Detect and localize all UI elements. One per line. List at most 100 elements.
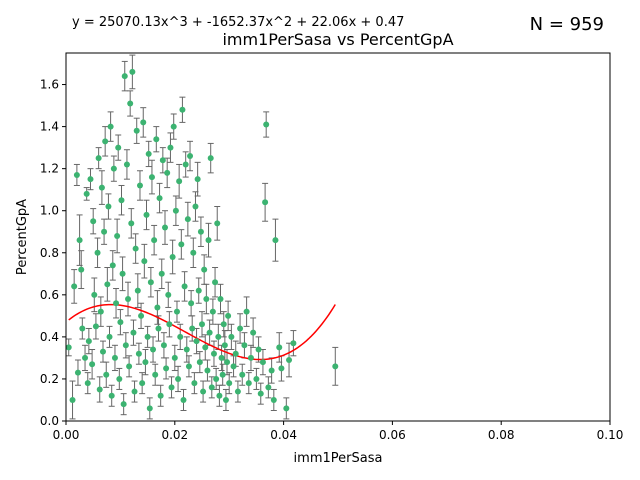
data-point	[224, 359, 231, 366]
x-tick-label: 0.00	[53, 428, 80, 442]
data-point	[163, 365, 170, 372]
data-point	[148, 174, 155, 181]
data-point	[158, 270, 165, 277]
data-point	[135, 350, 142, 357]
data-point	[97, 308, 104, 315]
data-point	[247, 354, 254, 361]
data-point	[120, 401, 127, 408]
data-point	[113, 300, 120, 307]
data-point	[194, 176, 201, 183]
data-point	[215, 333, 222, 340]
data-point	[232, 350, 239, 357]
data-point	[99, 348, 106, 355]
data-point	[208, 384, 215, 391]
data-point	[332, 363, 339, 370]
fit-equation: y = 25070.13x^3 + -1652.37x^2 + 22.06x +…	[72, 15, 404, 30]
data-point	[129, 68, 136, 75]
data-point	[105, 203, 112, 210]
data-point	[125, 296, 132, 303]
data-point	[259, 359, 266, 366]
data-point	[131, 388, 138, 395]
data-point	[139, 380, 146, 387]
data-point	[134, 287, 141, 294]
data-point	[219, 371, 226, 378]
y-axis-ticks: 0.0 0.2 0.4 0.6 0.8 1.0 1.2 1.4 1.6	[40, 78, 66, 428]
data-point	[107, 123, 114, 130]
data-point	[187, 153, 194, 160]
data-point	[126, 363, 133, 370]
data-point	[157, 392, 164, 399]
data-point	[253, 375, 260, 382]
data-point	[153, 136, 160, 143]
data-point	[206, 329, 213, 336]
data-point	[177, 333, 184, 340]
data-point	[114, 232, 121, 239]
data-point	[159, 157, 166, 164]
data-points	[66, 68, 339, 412]
data-point	[216, 392, 223, 399]
x-tick-label: 0.04	[270, 428, 297, 442]
x-axis-label: imm1PerSasa	[294, 451, 383, 466]
data-point	[203, 296, 210, 303]
data-point	[167, 144, 174, 151]
y-tick-label: 1.0	[40, 204, 59, 218]
data-point	[185, 363, 192, 370]
data-point	[290, 340, 297, 347]
data-point	[207, 155, 214, 162]
data-point	[133, 127, 140, 134]
y-tick-label: 0.8	[40, 246, 59, 260]
data-point	[272, 237, 279, 244]
y-tick-label: 1.2	[40, 162, 59, 176]
data-point	[197, 228, 204, 235]
data-point	[234, 388, 241, 395]
data-point	[138, 312, 145, 319]
data-point	[109, 262, 116, 269]
data-point	[96, 386, 103, 393]
data-point	[262, 199, 269, 206]
data-point	[144, 333, 151, 340]
data-point	[255, 346, 262, 353]
data-point	[225, 312, 232, 319]
data-point	[94, 249, 101, 256]
y-tick-label: 0.6	[40, 288, 59, 302]
data-point	[196, 359, 203, 366]
data-point	[192, 203, 199, 210]
data-point	[268, 367, 275, 374]
data-point	[263, 121, 270, 128]
data-point	[83, 190, 90, 197]
data-point	[184, 216, 191, 223]
data-point	[122, 342, 129, 349]
data-point	[116, 375, 123, 382]
data-point	[147, 279, 154, 286]
data-point	[245, 380, 252, 387]
x-tick-label: 0.10	[597, 428, 624, 442]
data-point	[190, 249, 197, 256]
data-point	[165, 291, 172, 298]
data-point	[73, 171, 80, 178]
data-point	[160, 342, 167, 349]
data-point	[204, 367, 211, 374]
data-point	[145, 150, 152, 157]
data-point	[193, 338, 200, 345]
data-point	[117, 319, 124, 326]
data-point	[257, 390, 264, 397]
data-point	[209, 308, 216, 315]
data-point	[173, 308, 180, 315]
data-point	[151, 237, 158, 244]
y-tick-label: 1.4	[40, 120, 59, 134]
data-point	[226, 380, 233, 387]
axes-frame	[65, 52, 611, 422]
data-point	[181, 283, 188, 290]
x-tick-label: 0.08	[488, 428, 515, 442]
y-tick-label: 0.2	[40, 372, 59, 386]
data-point	[95, 155, 102, 162]
data-point	[212, 279, 219, 286]
data-point	[127, 100, 134, 107]
data-point	[237, 325, 244, 332]
data-point	[150, 346, 157, 353]
chart-title: imm1PerSasa vs PercentGpA	[222, 30, 453, 49]
data-point	[283, 405, 290, 412]
data-point	[106, 333, 113, 340]
data-point	[121, 73, 128, 80]
data-point	[195, 287, 202, 294]
